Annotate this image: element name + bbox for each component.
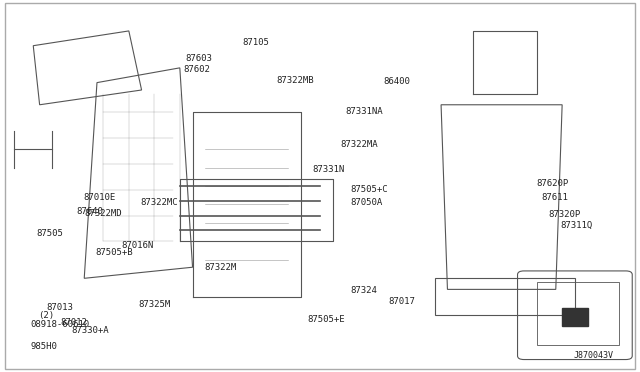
Text: 87611: 87611 xyxy=(541,193,568,202)
Text: 87322MD: 87322MD xyxy=(84,209,122,218)
Bar xyxy=(562,308,588,326)
Text: 87322M: 87322M xyxy=(204,263,236,272)
Text: 87010E: 87010E xyxy=(83,193,115,202)
Text: 87324: 87324 xyxy=(351,286,378,295)
Text: 87330+A: 87330+A xyxy=(72,326,109,335)
Text: 87012: 87012 xyxy=(60,318,87,327)
Text: 87505+B: 87505+B xyxy=(96,248,133,257)
Text: 87322MA: 87322MA xyxy=(340,140,378,149)
Text: 87325M: 87325M xyxy=(138,300,171,310)
Text: J870043V: J870043V xyxy=(573,350,613,359)
Text: 87640: 87640 xyxy=(77,207,104,217)
Text: 87017: 87017 xyxy=(389,297,416,306)
Text: 87320P: 87320P xyxy=(548,210,580,219)
Text: 87505+C: 87505+C xyxy=(351,185,388,194)
Text: 87505+E: 87505+E xyxy=(307,315,345,324)
Text: 08918-60610: 08918-60610 xyxy=(30,320,89,329)
Text: 86400: 86400 xyxy=(384,77,411,86)
Text: 87505: 87505 xyxy=(36,230,63,238)
Text: 87620P: 87620P xyxy=(537,179,569,187)
Text: 985H0: 985H0 xyxy=(30,342,57,351)
Text: (2): (2) xyxy=(38,311,54,320)
Text: 87322MC: 87322MC xyxy=(140,198,178,207)
Text: 87603: 87603 xyxy=(185,54,212,63)
Text: 87322MB: 87322MB xyxy=(276,76,314,85)
Text: 87331N: 87331N xyxy=(312,165,344,174)
Text: 87016N: 87016N xyxy=(121,241,154,250)
Text: 87105: 87105 xyxy=(243,38,269,47)
Text: 87050A: 87050A xyxy=(351,198,383,207)
Text: 87331NA: 87331NA xyxy=(346,107,383,116)
Text: 87311Q: 87311Q xyxy=(561,221,593,230)
Text: 87013: 87013 xyxy=(46,302,73,312)
Text: 87602: 87602 xyxy=(183,65,210,74)
